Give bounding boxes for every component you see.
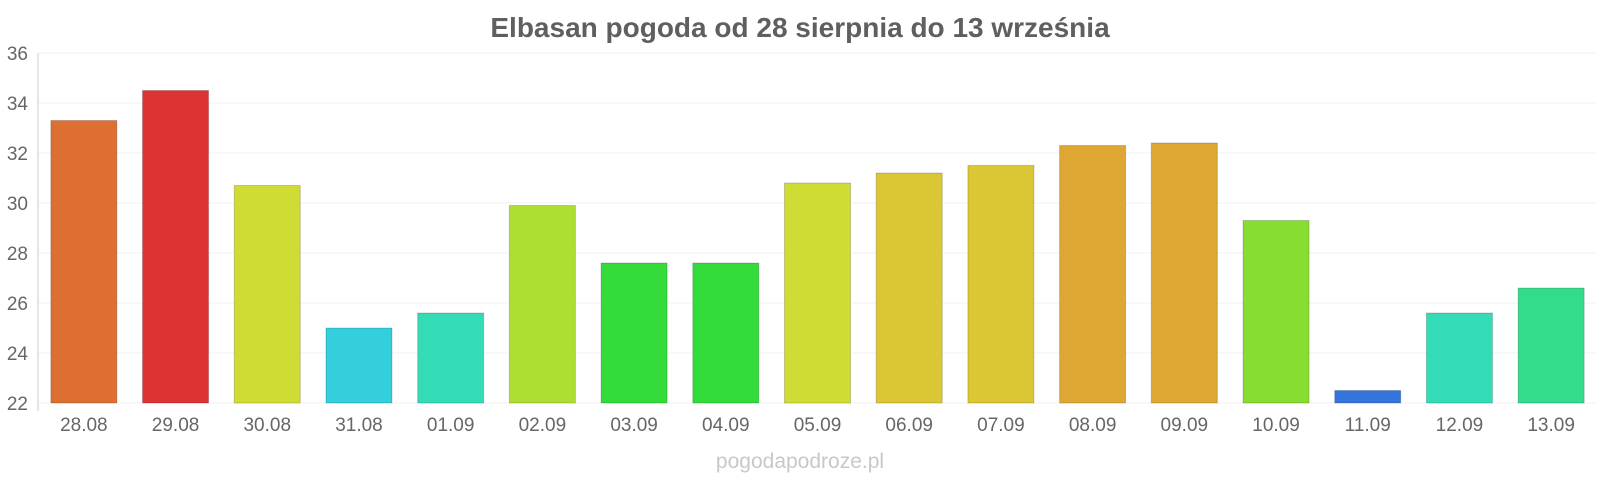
bar-01.09[interactable]	[417, 312, 485, 404]
x-tick-label: 29.08	[152, 415, 200, 436]
y-tick-label: 26	[7, 294, 28, 315]
x-tick-label: 02.09	[519, 415, 567, 436]
x-tick-label: 07.09	[977, 415, 1025, 436]
bar-10.09[interactable]	[1242, 220, 1310, 404]
y-tick-label: 28	[7, 244, 28, 265]
y-tick-label: 30	[7, 194, 28, 215]
bar-07.09[interactable]	[967, 165, 1035, 404]
x-tick-label: 10.09	[1252, 415, 1300, 436]
x-tick-label: 01.09	[427, 415, 475, 436]
bar-12.09[interactable]	[1425, 312, 1493, 404]
bar-29.08[interactable]	[142, 90, 210, 404]
bar-03.09[interactable]	[600, 262, 668, 404]
bar-05.09[interactable]	[783, 182, 852, 404]
bar-28.08[interactable]	[50, 120, 118, 404]
bar-06.09[interactable]	[875, 172, 943, 404]
bars	[50, 90, 1585, 404]
x-tick-label: 06.09	[885, 415, 933, 436]
x-tick-label: 31.08	[335, 415, 383, 436]
x-tick-label: 30.08	[243, 415, 291, 436]
bar-30.08[interactable]	[233, 185, 301, 404]
y-axis: 22 24 26 28 30 32 34 36	[7, 44, 39, 415]
x-tick-label: 03.09	[610, 415, 658, 436]
bar-09.09[interactable]	[1150, 142, 1218, 404]
bar-08.09[interactable]	[1059, 145, 1127, 404]
x-tick-label: 11.09	[1345, 415, 1391, 436]
x-tick-label: 13.09	[1527, 415, 1575, 436]
bar-04.09[interactable]	[692, 262, 760, 404]
x-tick-label: 05.09	[794, 415, 842, 436]
x-tick-label: 28.08	[60, 415, 108, 436]
bar-02.09[interactable]	[508, 205, 576, 404]
chart-title: Elbasan pogoda od 28 sierpnia do 13 wrze…	[490, 12, 1110, 43]
x-tick-label: 04.09	[702, 415, 750, 436]
x-axis-labels: 28.08 29.08 30.08 31.08 01.09 02.09 03.09 04.09…	[60, 415, 1575, 436]
y-tick-label: 24	[7, 344, 29, 365]
bar-11.09[interactable]	[1334, 390, 1402, 404]
y-tick-label: 34	[7, 94, 29, 115]
y-tick-label: 36	[7, 44, 28, 65]
x-tick-label: 08.09	[1069, 415, 1117, 436]
bar-13.09[interactable]	[1517, 287, 1585, 404]
y-tick-label: 22	[7, 394, 28, 415]
x-tick-label: 12.09	[1436, 415, 1484, 436]
x-tick-label: 09.09	[1161, 415, 1209, 436]
watermark: pogodapodroze.pl	[715, 450, 885, 473]
y-tick-label: 32	[7, 144, 28, 165]
bar-31.08[interactable]	[325, 327, 393, 404]
